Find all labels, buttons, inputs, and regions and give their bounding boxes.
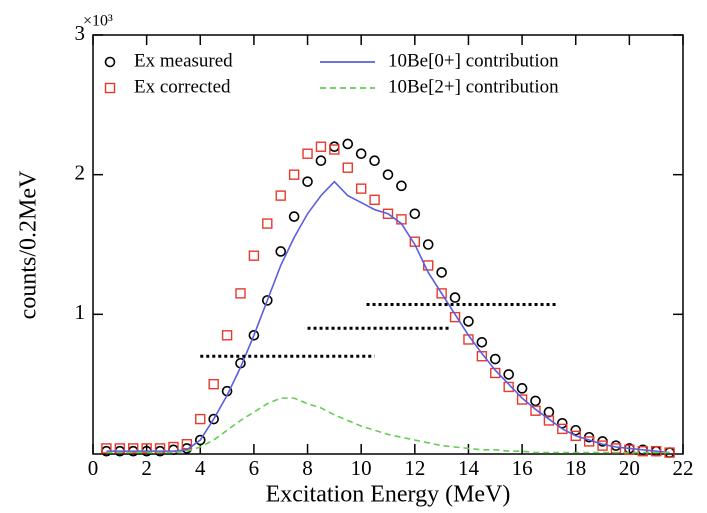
y-tick-label: 3 xyxy=(75,21,86,45)
data-point xyxy=(275,190,286,201)
legend-swatch xyxy=(104,82,116,94)
data-point xyxy=(194,434,206,446)
data-point xyxy=(382,169,394,180)
legend-label: 10Be[2+] contribution xyxy=(388,76,559,97)
data-point xyxy=(557,423,568,435)
data-point xyxy=(355,183,367,194)
data-point xyxy=(248,250,260,261)
data-point xyxy=(557,417,568,429)
data-point xyxy=(490,367,501,379)
series-line xyxy=(106,180,670,454)
data-point xyxy=(436,288,447,299)
x-tick-label: 18 xyxy=(565,456,586,480)
x-tick-label: 14 xyxy=(458,456,480,480)
data-point xyxy=(624,444,635,456)
data-point xyxy=(449,311,461,323)
data-point xyxy=(208,413,219,425)
data-point xyxy=(208,378,219,390)
data-point xyxy=(423,260,434,271)
data-point xyxy=(128,443,139,454)
plot-frame xyxy=(92,34,684,455)
data-point xyxy=(543,406,555,418)
data-point xyxy=(476,336,488,348)
data-point xyxy=(476,351,488,362)
x-tick-label: 8 xyxy=(302,456,313,480)
data-point xyxy=(181,439,193,450)
x-tick-label: 16 xyxy=(512,456,533,480)
data-point xyxy=(329,144,340,155)
data-point xyxy=(369,194,380,206)
x-tick-label: 0 xyxy=(88,456,99,480)
x-tick-label: 22 xyxy=(673,456,694,480)
legend-label: 10Be[0+] contribution xyxy=(388,50,559,71)
data-point xyxy=(516,394,528,405)
legend-swatch xyxy=(104,56,116,68)
data-point xyxy=(315,155,327,166)
data-point xyxy=(570,430,581,442)
data-point xyxy=(530,395,541,407)
data-point xyxy=(288,169,300,180)
x-tick-label: 6 xyxy=(249,456,260,480)
data-point xyxy=(235,288,246,299)
data-point xyxy=(570,424,582,436)
data-point xyxy=(396,214,407,225)
x-axis-label: Excitation Energy (MeV) xyxy=(266,482,511,508)
data-point xyxy=(530,405,541,416)
y-tick-label: 1 xyxy=(75,300,86,324)
x-tick-label: 10 xyxy=(351,456,372,480)
data-point xyxy=(449,292,461,303)
y-axis-label: counts/0.2MeV xyxy=(16,170,42,319)
data-point xyxy=(382,208,394,219)
x-tick-label: 4 xyxy=(195,456,206,480)
data-point xyxy=(516,383,528,394)
data-point xyxy=(342,162,353,173)
data-point xyxy=(396,180,407,192)
data-point xyxy=(409,208,421,220)
legend-label: Ex corrected xyxy=(134,76,231,97)
x-tick-label: 2 xyxy=(141,456,152,480)
data-point xyxy=(436,267,447,278)
data-point xyxy=(262,295,273,306)
data-point xyxy=(302,176,313,187)
data-point xyxy=(543,415,555,426)
data-point xyxy=(315,141,327,152)
y-scale-label: ×10³ xyxy=(83,13,113,30)
data-point xyxy=(221,330,233,341)
data-point xyxy=(463,316,474,327)
data-point xyxy=(248,329,260,341)
data-point xyxy=(288,211,300,222)
data-point xyxy=(342,138,354,150)
data-point xyxy=(275,246,287,257)
data-point xyxy=(355,148,367,160)
x-tick-label: 20 xyxy=(619,456,640,480)
data-point xyxy=(195,413,206,425)
data-point xyxy=(302,148,313,159)
data-point xyxy=(503,369,514,380)
data-point xyxy=(489,353,501,365)
data-point xyxy=(637,446,648,457)
data-point xyxy=(329,141,340,153)
data-point xyxy=(262,218,273,229)
data-point xyxy=(422,239,434,250)
x-tick-label: 12 xyxy=(404,456,425,480)
data-point xyxy=(503,381,514,393)
data-point xyxy=(369,155,380,166)
series-line xyxy=(106,397,670,454)
y-tick-label: 2 xyxy=(75,160,86,184)
legend-label: Ex measured xyxy=(134,50,233,71)
